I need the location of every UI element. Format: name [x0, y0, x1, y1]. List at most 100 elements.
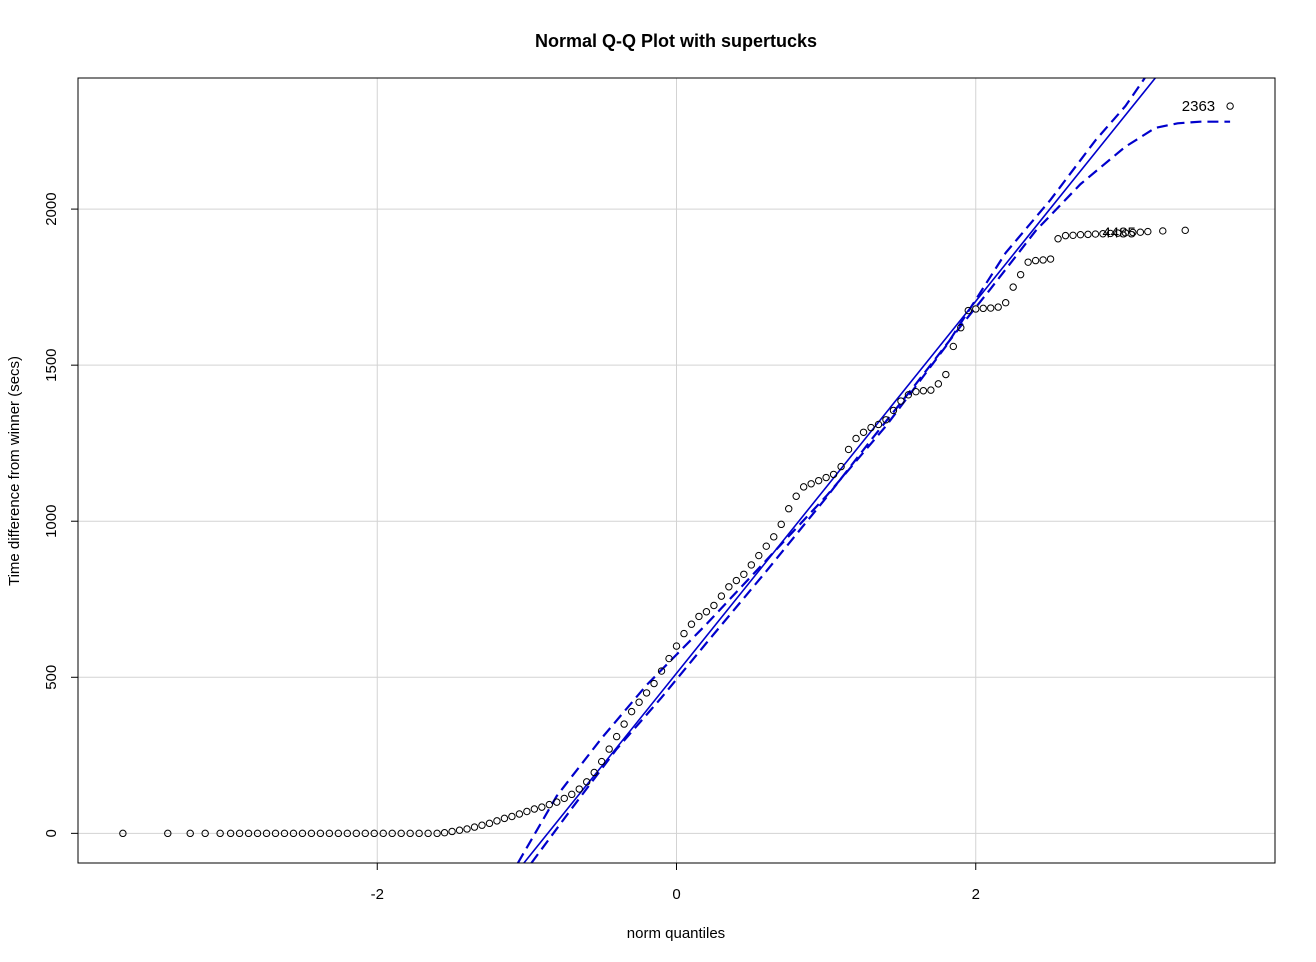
reference-lines: [516, 78, 1231, 863]
qq-point: [942, 370, 950, 379]
qq-point: [919, 387, 928, 395]
qq-point: [500, 814, 509, 823]
y-tick-label: 1000: [43, 505, 60, 538]
qq-point: [316, 829, 325, 838]
qq-point: [523, 807, 531, 816]
qq-point: [1136, 228, 1145, 236]
qq-point: [987, 304, 995, 312]
qq-point: [201, 829, 209, 838]
qq-point: [949, 342, 958, 351]
qq-point: [665, 654, 673, 663]
qq-point: [1054, 235, 1062, 243]
qq-point: [964, 306, 972, 315]
y-tick-label: 1500: [43, 348, 60, 381]
qq-point: [1181, 226, 1189, 235]
qq-point: [635, 698, 643, 706]
y-tick-label: 2000: [43, 192, 60, 225]
outlier-label: 2363: [1182, 98, 1215, 115]
qq-point: [1159, 227, 1167, 235]
qq-point: [590, 768, 598, 777]
outlier-label: 4485: [1102, 225, 1135, 242]
qq-point: [822, 473, 830, 482]
qq-point: [844, 445, 853, 454]
qq-point: [1121, 229, 1130, 237]
qq-point: [1076, 230, 1085, 239]
qq-point: [262, 829, 271, 838]
qq-point: [740, 570, 748, 578]
qq-point: [485, 819, 494, 828]
qq-point: [298, 829, 307, 838]
qq-point: [508, 812, 516, 821]
qq-point: [605, 745, 613, 753]
qq-point: [415, 829, 423, 838]
qq-point: [1031, 256, 1040, 265]
qq-point: [186, 829, 194, 838]
x-tick-label: -2: [371, 886, 384, 903]
qq-point: [560, 794, 568, 803]
qq-point: [814, 476, 823, 485]
qq-point: [672, 642, 681, 650]
qq-point: [370, 829, 378, 838]
data-points: [119, 102, 1234, 838]
qq-point: [119, 829, 127, 838]
qq-point: [657, 667, 666, 675]
qq-point: [597, 757, 606, 766]
qq-point: [289, 829, 298, 838]
qq-point: [280, 829, 289, 838]
qq-point: [244, 829, 253, 838]
qq-reference-line: [523, 78, 1156, 863]
qq-point: [235, 829, 244, 838]
qq-point: [650, 679, 658, 688]
qq-point: [1009, 283, 1017, 291]
qq-point: [455, 826, 464, 834]
qq-point: [1084, 230, 1092, 239]
qq-point: [882, 416, 890, 424]
qq-point: [1114, 229, 1122, 237]
qq-point: [897, 397, 905, 405]
qq-point: [271, 829, 280, 838]
confidence-envelope-line: [516, 78, 1146, 863]
qq-point: [1099, 230, 1107, 238]
qq-point: [725, 583, 733, 591]
qq-point: [680, 629, 688, 638]
qq-point: [859, 428, 868, 436]
qq-point: [717, 592, 726, 600]
qq-point: [493, 817, 501, 825]
qq-point: [1016, 270, 1025, 279]
y-tick-label: 0: [43, 829, 60, 837]
qq-point: [352, 829, 361, 838]
qq-point: [994, 303, 1002, 311]
qq-point: [852, 434, 860, 443]
qq-point: [620, 720, 628, 728]
qq-point: [612, 732, 621, 741]
qq-point: [470, 823, 479, 831]
qq-point: [770, 533, 778, 541]
grid-lines: [78, 78, 1275, 863]
qq-point: [361, 829, 369, 838]
qq-point: [448, 827, 456, 836]
x-tick-label: 0: [672, 886, 680, 903]
qq-point: [1046, 255, 1055, 263]
qq-point: [747, 561, 756, 569]
qq-point: [807, 480, 815, 488]
x-tick-label: 2: [972, 886, 980, 903]
qq-point: [553, 798, 561, 806]
qq-point: [463, 825, 471, 833]
qq-point: [583, 778, 591, 786]
qq-point: [1106, 229, 1115, 238]
qq-point: [1226, 102, 1234, 110]
qq-point: [164, 829, 172, 838]
qq-point: [307, 829, 316, 838]
qq-point: [325, 829, 334, 838]
qq-point: [702, 608, 711, 616]
axis-ticks: -2 0 2 0 500 1000 1500 2000: [43, 192, 980, 903]
qq-point: [627, 707, 636, 716]
qq-point: [226, 829, 235, 838]
qq-point: [1144, 227, 1152, 236]
qq-point: [530, 805, 539, 813]
qq-point: [912, 387, 920, 396]
qq-point: [1129, 228, 1137, 237]
qq-point: [545, 800, 554, 809]
qq-point: [732, 576, 741, 585]
